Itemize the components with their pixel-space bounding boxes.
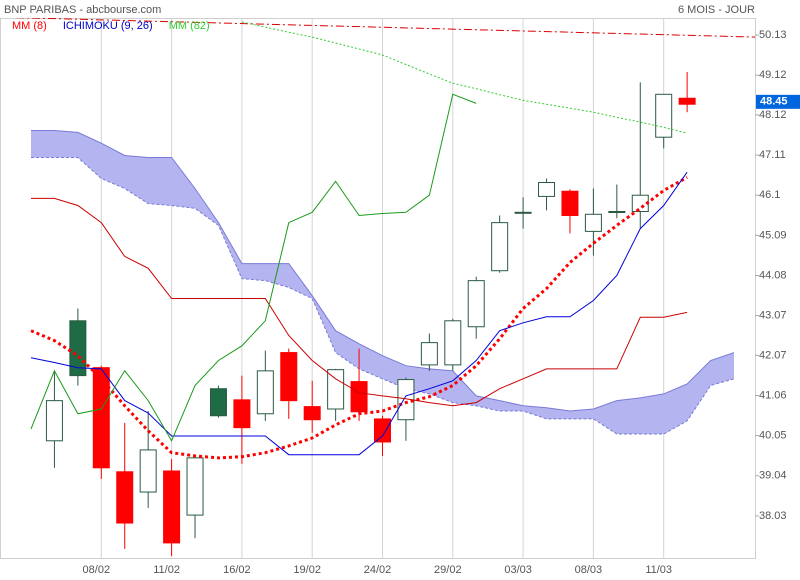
ichimoku-line (30, 171, 688, 456)
legend-entry: MM (8) (12, 20, 47, 32)
candle-body (467, 280, 485, 328)
series-line (241, 21, 688, 134)
candle-body (256, 370, 274, 415)
candle-body (163, 470, 181, 544)
candle-body (139, 449, 157, 493)
chart-title: BNP PARIBAS - abcbourse.com (4, 4, 161, 16)
y-tick-label: 40.05 (759, 430, 787, 442)
x-tick-label: 08/02 (83, 564, 111, 576)
candle-body (350, 381, 368, 413)
y-tick-label: 47.11 (759, 149, 786, 161)
series-line (30, 175, 688, 460)
candle-body (92, 367, 110, 469)
candle-body (69, 320, 87, 377)
y-tick-label: 43.07 (759, 310, 787, 322)
x-tick-label: 24/02 (364, 564, 392, 576)
x-tick-label: 19/02 (293, 564, 321, 576)
y-tick-label: 49.12 (759, 69, 787, 81)
cloud-upper (31, 130, 735, 412)
trend-line (11, 18, 755, 38)
candle-body (280, 352, 298, 402)
legend-entry: MM (82) (169, 20, 210, 32)
y-tick-label: 38.03 (759, 510, 787, 522)
chart-subtitle: 6 MOIS - JOUR (678, 4, 755, 16)
candle-body (491, 222, 509, 272)
grid (100, 18, 665, 558)
candle-body (303, 406, 321, 421)
candle-body (45, 400, 63, 442)
last-price-label: 48.45 (760, 96, 788, 108)
candle-body (327, 369, 345, 410)
y-tick-label: 48.12 (759, 109, 787, 121)
candle-body (420, 342, 438, 366)
plot-area (11, 18, 755, 557)
y-tick-label: 41.06 (759, 389, 787, 401)
cloud-lower (31, 157, 735, 435)
candle-body (444, 320, 462, 366)
candle-body (631, 194, 649, 213)
candle-body (233, 399, 251, 429)
y-tick-label: 45.09 (759, 229, 787, 241)
candle-body (514, 211, 532, 214)
candle-body (538, 182, 556, 197)
candle-body (678, 97, 696, 105)
candle-body (655, 93, 673, 138)
candle-body (209, 388, 227, 417)
ichimoku-line (30, 93, 477, 442)
legend-entry: ICHIMOKU (9, 26) (63, 20, 153, 32)
plot-frame (0, 18, 756, 559)
y-tick-label: 50.13 (759, 29, 787, 41)
ichimoku-line (31, 197, 688, 407)
candle-body (608, 211, 626, 214)
last-price-box (756, 94, 800, 109)
x-tick-label: 29/02 (434, 564, 462, 576)
y-tick-label: 39.04 (759, 470, 787, 482)
x-tick-label: 11/02 (153, 564, 180, 576)
y-tick-label: 42.07 (759, 349, 787, 361)
x-tick-label: 16/02 (223, 564, 251, 576)
axes: 38.03 39.04 40.05 41.06 42.07 43.07 44.08 45.09… (12, 20, 800, 576)
x-tick-label: 11/03 (645, 564, 672, 576)
y-tick-label: 44.08 (759, 269, 787, 281)
y-tick-label: 46.1 (759, 189, 780, 201)
candle-body (374, 418, 391, 443)
x-tick-label: 03/03 (504, 564, 532, 576)
candle-body (584, 213, 602, 232)
candle-body (116, 471, 134, 524)
x-tick-label: 08/03 (575, 564, 603, 576)
candle-body (186, 457, 204, 516)
candle-body (561, 190, 579, 216)
